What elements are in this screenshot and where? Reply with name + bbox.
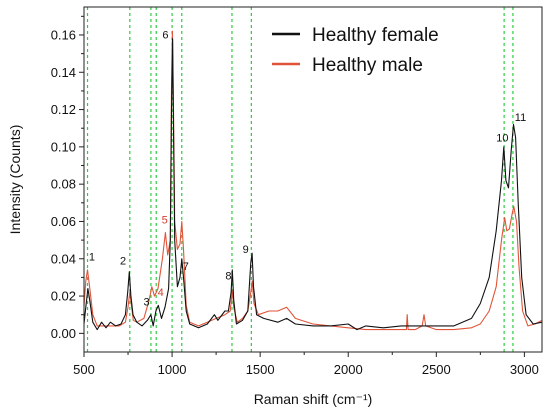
legend: Healthy female Healthy male [272,25,439,76]
x-axis-title: Raman shift (cm⁻¹) [254,391,373,407]
peak-label: 5 [162,214,168,226]
peak-label: 9 [243,244,249,256]
peak-labels: 1 2 34 5 6 7 8 9 10 11 [89,30,526,309]
peak-label: 8 [225,270,231,282]
series-line-healthy-male [83,30,543,331]
legend-label-healthy-male: Healthy male [312,55,423,76]
series-line-healthy-female [83,38,543,331]
peak-label: 11 [515,112,526,124]
peak-label: 1 [89,252,95,264]
peak-label: 7 [183,261,189,273]
x-tick-label: 2000 [334,362,363,377]
peak-label: 2 [120,255,126,267]
series-layer [83,30,543,331]
y-tick-label: 0.14 [51,65,76,80]
x-tick-label: 500 [73,362,95,377]
y-tick-label: 0.12 [51,102,76,117]
plot-frame [83,6,543,353]
peak-label: 10 [496,132,508,144]
y-tick-label: 0.00 [51,326,76,341]
y-axis-title: Intensity (Counts) [7,125,23,235]
y-tick-label: 0.16 [51,27,76,42]
x-tick-label: 1000 [158,362,187,377]
peak-label: 4 [158,287,164,299]
legend-label-healthy-female: Healthy female [312,25,439,46]
y-tick-label: 0.04 [51,251,76,266]
y-tick-label: 0.02 [51,289,76,304]
y-axis-ticks: 0.00 0.02 0.04 0.06 0.08 0.10 0.12 0.14 0.16 [51,15,84,341]
x-tick-label: 2500 [422,362,451,377]
peak-label: 6 [162,30,168,42]
reference-lines [86,7,514,352]
peak-label: 3 [143,296,149,308]
y-tick-label: 0.10 [51,139,76,154]
x-axis-ticks: 500 1000 1500 2000 2500 3000 [73,352,539,377]
x-tick-label: 1500 [246,362,275,377]
x-tick-label: 3000 [510,362,539,377]
y-tick-label: 0.06 [51,214,76,229]
y-tick-label: 0.08 [51,177,76,192]
